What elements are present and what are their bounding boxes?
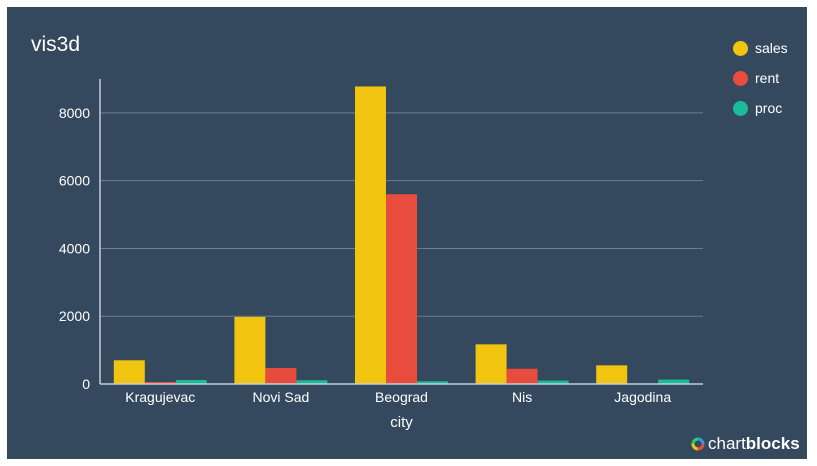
bar-proc-beograd[interactable] (417, 381, 448, 384)
bar-rent-nis[interactable] (506, 368, 538, 384)
bar-sales-novi-sad[interactable] (234, 316, 266, 384)
legend-label-rent: rent (755, 70, 780, 86)
x-tick-label: Beograd (375, 389, 428, 405)
y-tick-label: 6000 (59, 173, 90, 189)
legend-label-sales: sales (755, 40, 788, 56)
y-tick-label: 4000 (59, 240, 90, 256)
brand-prefix: chart (708, 434, 746, 453)
legend-item-proc[interactable]: proc (733, 93, 788, 123)
bar-proc-kragujevac[interactable] (175, 379, 207, 384)
axes: 0 2000 4000 6000 8000 Kragujevac Novi Sad Beogr… (59, 79, 703, 405)
legend-swatch-rent (733, 70, 748, 86)
bar-sales-kragujevac[interactable] (113, 360, 145, 384)
y-tick-label: 0 (82, 376, 90, 392)
chartblocks-logo[interactable]: chart blocks (691, 434, 800, 454)
x-tick-label: Nis (512, 389, 532, 405)
x-tick-label: Jagodina (614, 389, 671, 405)
bar-rent-kragujevac[interactable] (144, 381, 176, 384)
bar-rent-beograd[interactable] (386, 194, 417, 384)
bar-sales-nis[interactable] (475, 344, 507, 384)
bar-sales-jagodina[interactable] (596, 365, 628, 384)
x-tick-label: Novi Sad (252, 389, 309, 405)
legend-swatch-proc (733, 100, 748, 116)
chart-panel: vis3d 0 2000 4000 6000 8000 Kragujevac Novi Sa… (7, 7, 807, 459)
bar-proc-novi-sad[interactable] (296, 380, 328, 384)
legend-swatch-sales (733, 40, 748, 56)
legend-item-sales[interactable]: sales (733, 33, 788, 63)
y-tick-label: 2000 (59, 308, 90, 324)
bars (113, 86, 690, 384)
x-axis-label: city (390, 414, 413, 431)
bar-proc-jagodina[interactable] (658, 379, 690, 384)
legend: sales rent proc (733, 33, 788, 123)
chart-title: vis3d (31, 33, 81, 56)
chartblocks-logo-icon (691, 437, 705, 451)
x-tick-label: Kragujevac (125, 389, 195, 405)
y-tick-label: 8000 (59, 105, 90, 121)
legend-item-rent[interactable]: rent (733, 63, 788, 93)
legend-label-proc: proc (755, 100, 783, 116)
bar-sales-beograd[interactable] (355, 86, 386, 384)
bar-chart: 0 2000 4000 6000 8000 Kragujevac Novi Sad Beogr… (59, 79, 703, 431)
bar-rent-novi-sad[interactable] (265, 368, 297, 384)
bar-proc-nis[interactable] (537, 380, 569, 384)
brand-suffix: blocks (745, 434, 800, 453)
